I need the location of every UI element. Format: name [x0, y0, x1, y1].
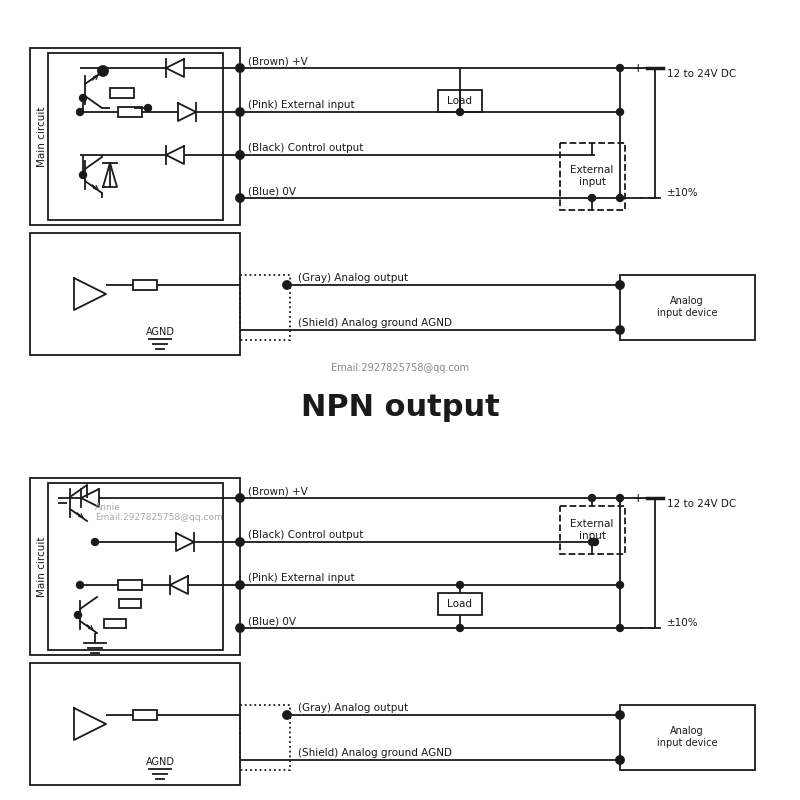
Circle shape — [236, 64, 244, 72]
Text: (Shield) Analog ground AGND: (Shield) Analog ground AGND — [298, 748, 452, 758]
Bar — [438, 593, 482, 615]
Bar — [110, 88, 134, 98]
Text: Email:2927825758@qq.com: Email:2927825758@qq.com — [331, 363, 469, 373]
Text: (Shield) Analog ground AGND: (Shield) Analog ground AGND — [298, 318, 452, 328]
Circle shape — [236, 108, 244, 116]
Bar — [48, 483, 223, 650]
Circle shape — [589, 494, 595, 502]
Bar — [133, 280, 157, 290]
Text: NPN output: NPN output — [301, 394, 499, 422]
Circle shape — [283, 281, 291, 289]
Text: (Blue) 0V: (Blue) 0V — [248, 186, 296, 196]
Circle shape — [617, 109, 623, 115]
Text: (Black) Control output: (Black) Control output — [248, 143, 363, 153]
Circle shape — [617, 582, 623, 589]
Circle shape — [236, 151, 244, 159]
Circle shape — [616, 756, 624, 764]
Bar — [620, 705, 755, 770]
Text: (Brown) +V: (Brown) +V — [248, 486, 308, 496]
Circle shape — [457, 582, 463, 589]
Text: -: - — [638, 622, 643, 634]
Circle shape — [236, 194, 244, 202]
Bar — [104, 619, 126, 628]
Circle shape — [236, 538, 244, 546]
Text: +: + — [632, 62, 643, 74]
Text: Analog
input device: Analog input device — [657, 296, 718, 318]
Circle shape — [236, 624, 244, 632]
Circle shape — [617, 65, 623, 71]
Bar — [119, 599, 141, 608]
Bar — [30, 233, 240, 355]
Text: ±10%: ±10% — [667, 618, 698, 628]
Circle shape — [617, 194, 623, 202]
Text: Analog
input device: Analog input device — [657, 726, 718, 748]
Text: Load: Load — [447, 96, 473, 106]
Text: External
input: External input — [570, 166, 614, 186]
Text: (Brown) +V: (Brown) +V — [248, 56, 308, 66]
Text: (Pink) External input: (Pink) External input — [248, 573, 354, 583]
Text: (Black) Control output: (Black) Control output — [248, 530, 363, 540]
Circle shape — [589, 538, 595, 546]
Text: (Pink) External input: (Pink) External input — [248, 100, 354, 110]
Bar — [560, 143, 625, 210]
Circle shape — [589, 194, 595, 202]
Bar — [240, 705, 290, 770]
Circle shape — [77, 109, 83, 115]
Text: Main circuit: Main circuit — [37, 536, 47, 597]
Circle shape — [591, 538, 598, 546]
Circle shape — [236, 581, 244, 589]
Text: Main circuit: Main circuit — [37, 106, 47, 166]
Text: AGND: AGND — [146, 327, 174, 337]
Circle shape — [616, 711, 624, 719]
Circle shape — [617, 494, 623, 502]
Bar — [620, 275, 755, 340]
Bar — [118, 580, 142, 590]
Circle shape — [457, 109, 463, 115]
Circle shape — [617, 625, 623, 631]
Text: +: + — [632, 491, 643, 505]
Circle shape — [98, 66, 108, 76]
Bar — [30, 478, 240, 655]
Bar — [240, 275, 290, 340]
Bar — [560, 506, 625, 554]
Circle shape — [77, 582, 83, 589]
Circle shape — [616, 281, 624, 289]
Text: 12 to 24V DC: 12 to 24V DC — [667, 499, 736, 509]
Circle shape — [145, 105, 151, 111]
Circle shape — [616, 326, 624, 334]
Bar — [30, 48, 240, 225]
Text: External
input: External input — [570, 519, 614, 541]
Text: (Gray) Analog output: (Gray) Analog output — [298, 273, 408, 283]
Bar — [133, 710, 157, 720]
Circle shape — [79, 171, 86, 178]
Text: 12 to 24V DC: 12 to 24V DC — [667, 69, 736, 79]
Text: AGND: AGND — [146, 757, 174, 767]
Text: Load: Load — [447, 599, 473, 609]
Bar — [438, 90, 482, 112]
Circle shape — [236, 494, 244, 502]
Circle shape — [283, 711, 291, 719]
Text: -: - — [638, 191, 643, 205]
Text: (Blue) 0V: (Blue) 0V — [248, 616, 296, 626]
Circle shape — [91, 538, 98, 546]
Circle shape — [74, 611, 82, 618]
Text: Annie
Email:2927825758@qq.com: Annie Email:2927825758@qq.com — [95, 503, 222, 522]
Bar — [30, 663, 240, 785]
Bar — [48, 53, 223, 220]
Text: (Gray) Analog output: (Gray) Analog output — [298, 703, 408, 713]
Circle shape — [457, 625, 463, 631]
Text: ±10%: ±10% — [667, 188, 698, 198]
Bar — [118, 107, 142, 117]
Circle shape — [79, 94, 86, 102]
